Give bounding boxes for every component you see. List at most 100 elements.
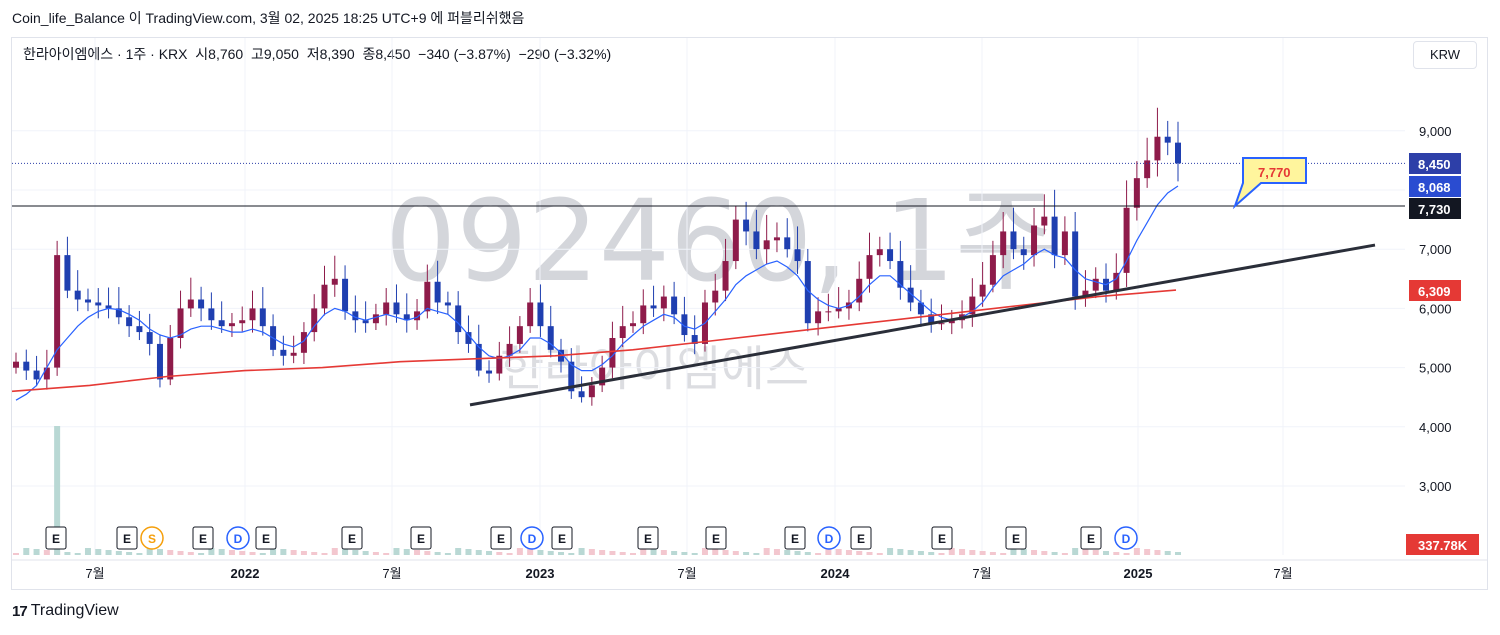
volume-bar: [249, 552, 256, 555]
footer-brand-label: TradingView: [30, 602, 119, 619]
volume-bar: [619, 552, 626, 555]
candle-body: [527, 302, 534, 327]
earnings-marker[interactable]: [705, 526, 727, 550]
volume-bar: [959, 549, 966, 555]
volume-bar: [928, 552, 935, 555]
candle-body: [712, 290, 719, 303]
earnings-marker[interactable]: [784, 526, 806, 550]
earnings-marker[interactable]: [850, 526, 872, 550]
volume-bar: [136, 553, 143, 555]
price-tick-label: 5,000: [1419, 361, 1452, 376]
candle-body: [218, 320, 225, 327]
watermark-code: 092460, 1주: [385, 177, 1058, 307]
earnings-marker[interactable]: [551, 526, 573, 550]
volume-bar: [1020, 549, 1027, 555]
dividend-marker[interactable]: [520, 526, 544, 550]
footer-brand[interactable]: 17 TradingView: [12, 602, 119, 620]
volume-bar: [1031, 550, 1038, 555]
candle-body: [434, 281, 441, 303]
price-tick-label: 9,000: [1419, 124, 1452, 139]
candle-body: [856, 278, 863, 303]
time-axis[interactable]: 7월 2022 7월 2023 7월 2024 7월 2025 7월: [12, 559, 1488, 581]
candle-body: [342, 278, 349, 312]
earnings-marker[interactable]: [116, 526, 138, 550]
candle-body: [547, 326, 554, 350]
volume-bar: [444, 553, 451, 555]
candle-body: [311, 308, 318, 333]
candle-body: [1144, 160, 1151, 179]
candle-body: [95, 302, 102, 306]
high-value: 9,050: [263, 46, 299, 62]
currency-button[interactable]: KRW: [1413, 41, 1477, 69]
indicator-lines: [11, 162, 1405, 407]
earnings-marker[interactable]: [192, 526, 214, 550]
volume-bar: [1072, 548, 1079, 555]
candle-body: [876, 249, 883, 256]
candle-body: [722, 261, 729, 291]
candle-body: [753, 231, 760, 250]
volume-bar: [1113, 552, 1120, 555]
earnings-marker[interactable]: [1080, 526, 1102, 550]
event-marker-label: E: [348, 532, 356, 546]
volume-bar: [1164, 551, 1171, 555]
candle-body: [640, 305, 647, 324]
earnings-marker[interactable]: [341, 526, 363, 550]
split-marker[interactable]: [140, 526, 164, 550]
earnings-marker[interactable]: [931, 526, 953, 550]
earnings-marker[interactable]: [490, 526, 512, 550]
candle-body: [979, 284, 986, 297]
volume-bar: [845, 550, 852, 555]
event-marker-label: E: [1012, 532, 1020, 546]
candle-body: [948, 320, 955, 324]
earnings-marker[interactable]: [255, 526, 277, 550]
volume-bar: [228, 550, 235, 555]
candle-body: [74, 290, 81, 300]
volume-bar: [712, 549, 719, 555]
candle-body: [1175, 142, 1181, 164]
high-label: 고: [251, 46, 264, 62]
earnings-marker[interactable]: [637, 526, 659, 550]
candle-body: [1113, 272, 1120, 291]
volume-bar: [660, 550, 667, 555]
volume-bar: [270, 548, 277, 555]
earnings-marker[interactable]: [1005, 526, 1027, 550]
price-callout[interactable]: [1232, 157, 1307, 210]
candle-body: [444, 302, 451, 306]
candle-body: [300, 332, 307, 353]
trendline[interactable]: [469, 243, 1376, 407]
earnings-marker[interactable]: [45, 526, 67, 550]
candle-body: [599, 367, 606, 386]
earnings-marker[interactable]: [410, 526, 432, 550]
event-marker-label: E: [262, 532, 270, 546]
volume-bar: [547, 551, 554, 555]
candle-body: [1031, 225, 1038, 256]
low-value: 8,390: [319, 46, 355, 62]
symbol-name[interactable]: 한라아이엠에스 · 1주 · KRX: [23, 46, 188, 62]
volume-bar: [773, 549, 780, 555]
event-marker-label: D: [528, 532, 537, 546]
volume-bar: [588, 549, 595, 555]
close-value: 8,450: [375, 46, 411, 62]
dividend-marker[interactable]: [817, 526, 841, 550]
volume-bar: [105, 550, 112, 555]
price-axis[interactable]: 3,000 4,000 5,000 6,000 7,000 9,000: [1419, 124, 1452, 494]
volume-bar: [691, 553, 698, 555]
volume-bar: [383, 553, 390, 555]
dividend-marker[interactable]: [226, 526, 250, 550]
candle-body: [372, 314, 379, 324]
change-value: −340 (−3.87%): [418, 46, 511, 62]
candle-body: [84, 299, 91, 303]
candle-body: [13, 361, 19, 368]
volume-bar: [537, 550, 544, 555]
candle-body: [208, 308, 215, 321]
candle-body: [455, 305, 462, 333]
hline-text: 7,730: [1418, 202, 1451, 217]
candle-body: [1041, 216, 1048, 226]
dividend-marker[interactable]: [1114, 526, 1138, 550]
volume-text: 337.78K: [1418, 538, 1468, 553]
volume-bar: [979, 551, 986, 555]
candle-body: [393, 302, 400, 315]
volume-bar: [177, 551, 184, 555]
volume-bar: [475, 550, 482, 555]
